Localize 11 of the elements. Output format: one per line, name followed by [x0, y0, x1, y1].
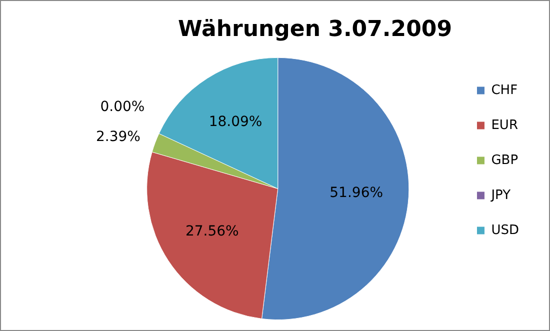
data-label: 27.56% [185, 224, 239, 240]
legend-label: JPY [490, 188, 511, 203]
chart-title: Währungen 3.07.2009 [178, 16, 452, 42]
data-label: 51.96% [330, 185, 384, 202]
legend-label: EUR [491, 118, 518, 133]
data-label: 2.39% [96, 128, 140, 145]
legend-label: USD [491, 222, 520, 238]
data-label: 18.09% [208, 114, 262, 130]
text: 0.00% [100, 98, 145, 115]
legend-label: GBP [491, 152, 518, 168]
legend-label: CHF [491, 82, 518, 98]
